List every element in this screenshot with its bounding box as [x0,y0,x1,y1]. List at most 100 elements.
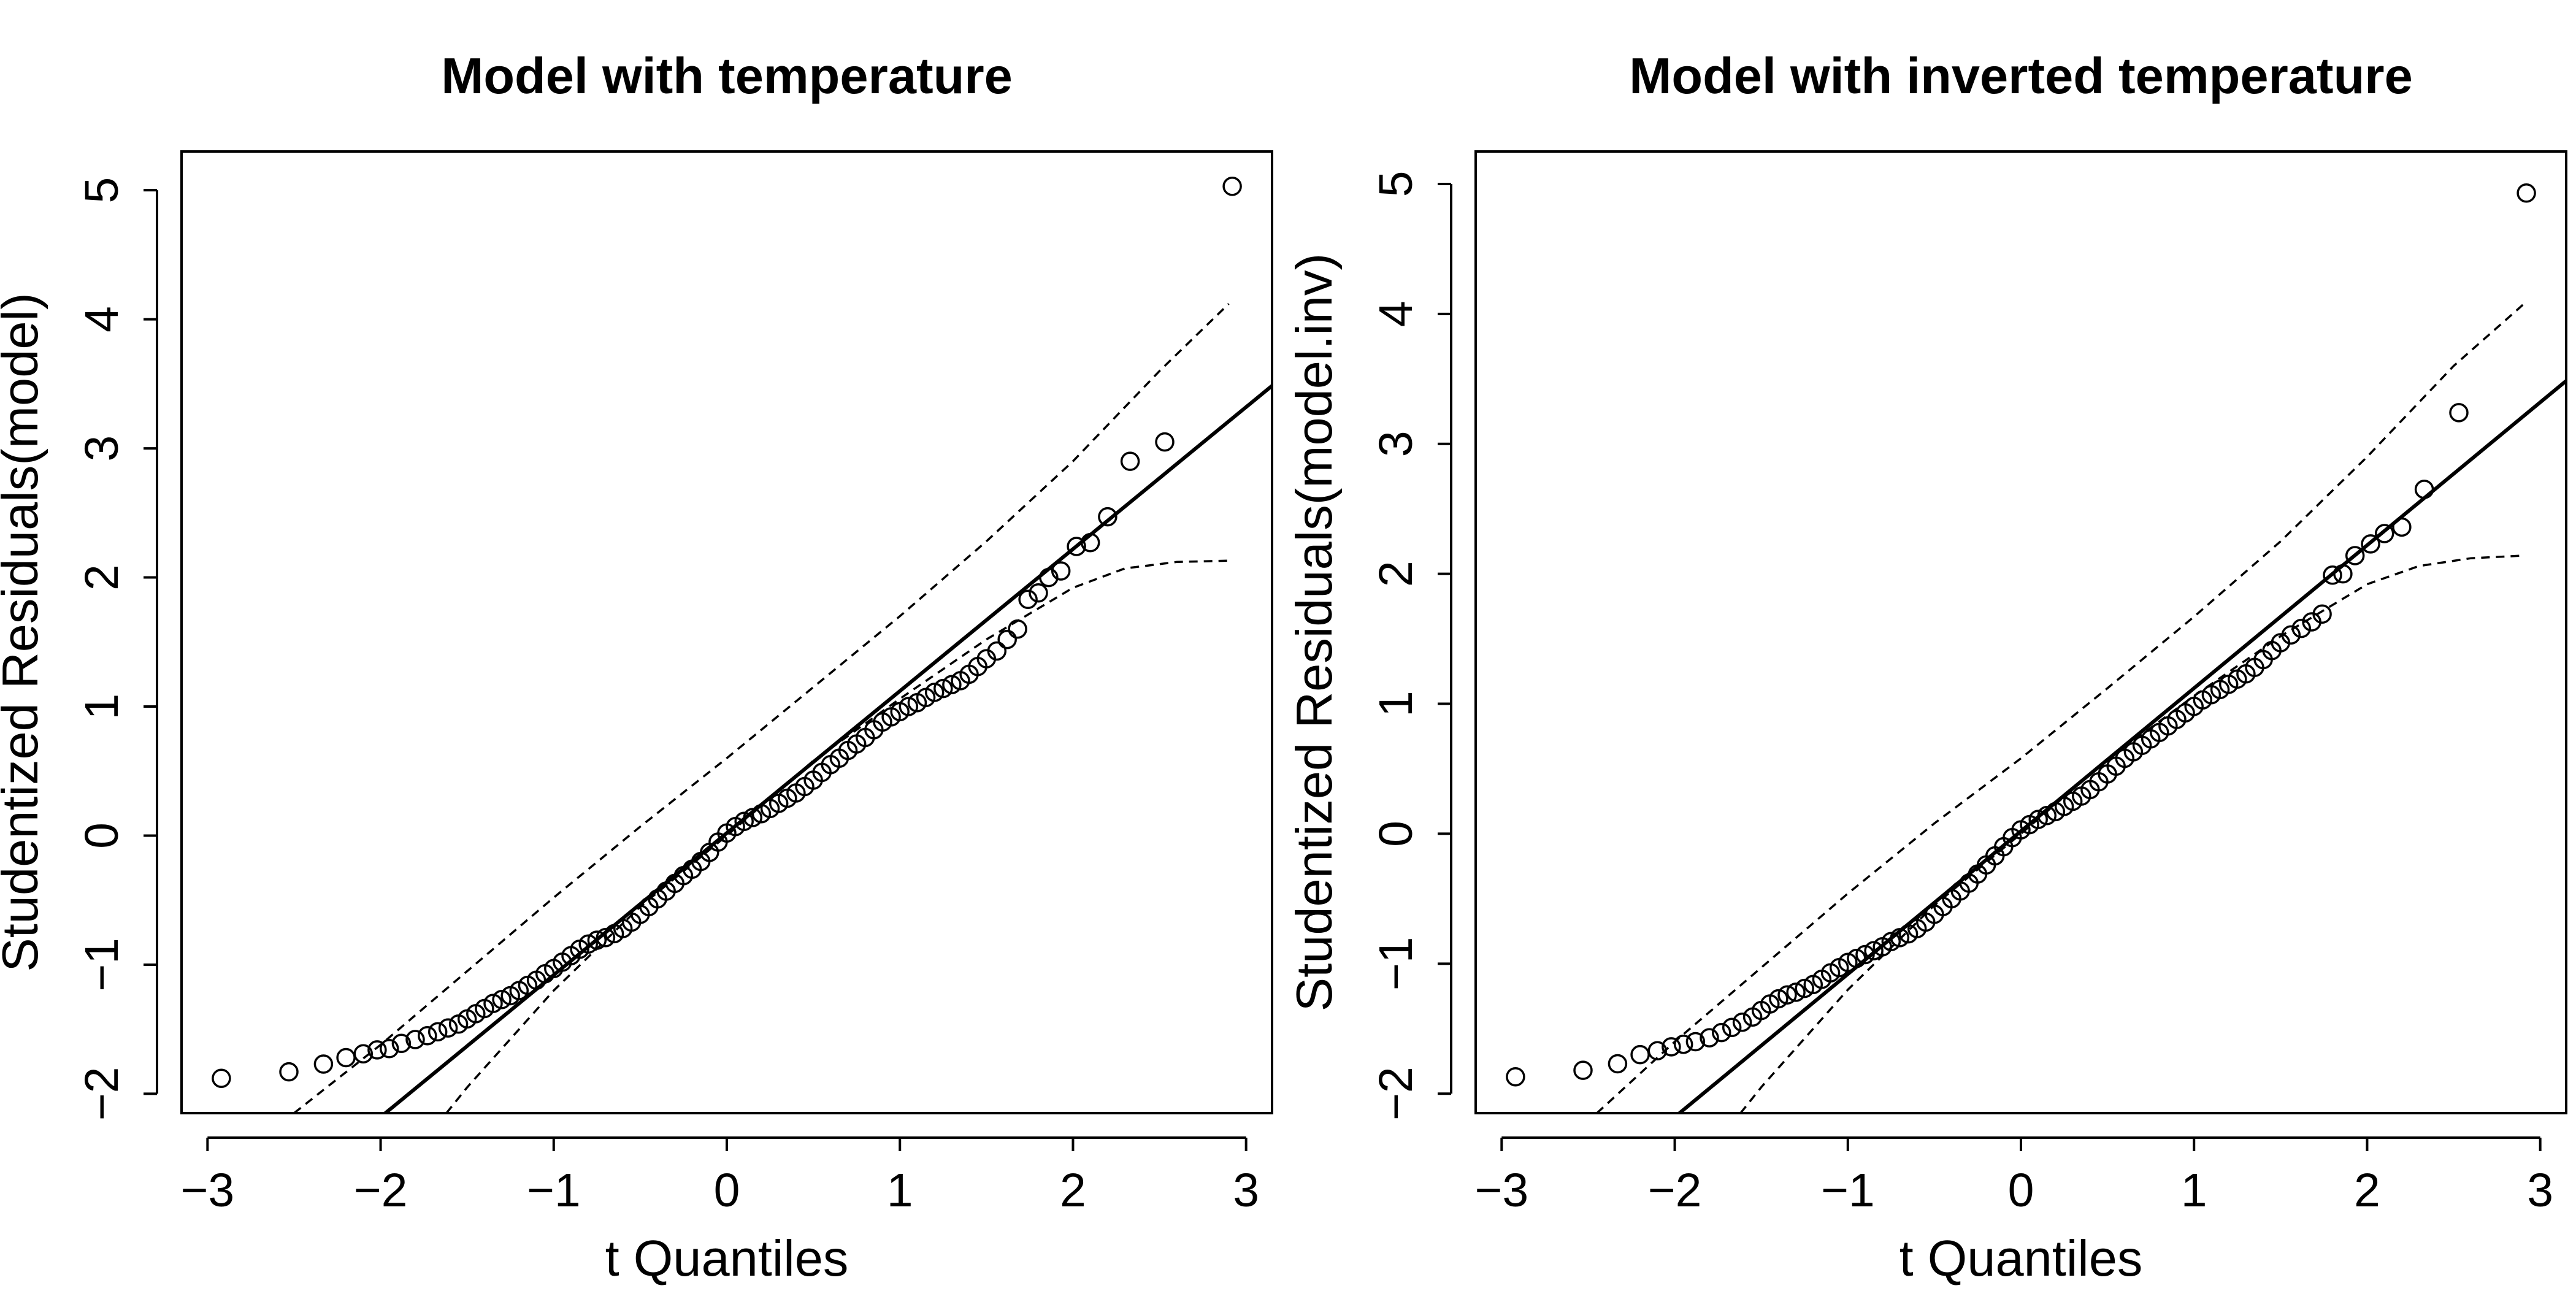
data-point [743,808,763,827]
data-point [578,934,598,954]
x-axis-label: t Quantiles [1899,1230,2143,1287]
chart-title: Model with inverted temperature [1629,47,2413,104]
data-point [1712,1022,1731,1043]
data-point [734,811,754,832]
data-point [1647,1041,1668,1061]
data-point [1039,567,1059,588]
x-tick-label: 3 [2527,1164,2553,1217]
data-point [2291,618,2311,638]
data-point [2414,480,2434,499]
plot-area [1506,183,2566,1113]
data-point [313,1054,334,1074]
data-point [1847,949,1866,968]
data-point [2028,810,2048,829]
data-point [1685,1032,1706,1052]
x-tick-label: −3 [1474,1164,1528,1217]
chart-title: Model with temperature [441,47,1013,104]
data-point [427,1022,448,1042]
y-tick-label: −1 [75,938,128,992]
data-point [1051,561,1071,581]
data-point [483,994,503,1013]
y-tick-label: 3 [1370,431,1422,457]
x-tick-label: 0 [714,1164,740,1217]
data-point [1120,451,1140,471]
chart-panel-2: Model with inverted temperature t Quantil… [1286,47,2567,1287]
x-tick-label: 1 [2181,1164,2207,1217]
plot-frame [180,150,1273,1114]
data-point [1098,507,1117,527]
data-point [1838,952,1858,972]
data-point [924,683,945,702]
data-point [997,629,1017,649]
y-tick-label: −1 [1370,937,1422,990]
data-point [1769,989,1788,1009]
data-point [1029,583,1048,603]
chart-panel-1: Model with temperature t Quantiles Student… [0,47,1273,1287]
data-point [1864,941,1884,960]
data-point [1722,1017,1742,1037]
data-point [1881,932,1901,952]
y-tick-label: 3 [75,435,128,462]
data-point [418,1025,437,1046]
data-point [1155,432,1175,452]
data-point [353,1044,374,1063]
y-axis-label: Studentized Residuals(model) [0,293,48,971]
y-tick-label: −2 [1370,1067,1422,1121]
data-point [2517,183,2536,203]
y-tick-label: 0 [1370,821,1422,847]
x-tick-label: −1 [1821,1164,1875,1217]
data-point [2392,517,2412,537]
data-point [438,1018,458,1038]
x-tick-label: −1 [527,1164,581,1217]
y-tick-label: 4 [75,306,128,332]
data-point [367,1040,387,1060]
data-point [1662,1037,1681,1057]
data-point [942,675,962,694]
data-point [379,1039,399,1059]
envelope-lower [1739,554,2523,1113]
data-point [587,930,607,950]
y-tick-label: 0 [75,822,128,849]
x-axis-label: t Quantiles [605,1230,849,1287]
data-point [933,678,953,699]
data-point [2333,564,2353,584]
x-tick-label: 3 [1233,1164,1259,1217]
y-tick-label: 1 [75,694,128,720]
data-point [2345,546,2365,565]
data-point [1573,1060,1593,1080]
data-point [1890,928,1910,948]
x-tick-label: 2 [2354,1164,2380,1217]
data-point [596,928,616,948]
x-tick-label: −2 [354,1164,408,1217]
data-point [405,1030,425,1049]
data-point [1855,944,1875,965]
y-tick-label: 5 [75,177,128,204]
data-point [1700,1028,1719,1048]
data-point [1795,978,1814,998]
envelope-lower [445,559,1229,1113]
data-point [2281,625,2301,645]
y-tick-label: 5 [1370,171,1422,197]
data-point [2323,565,2342,585]
data-point [1080,532,1100,553]
data-point [987,641,1007,661]
data-point [899,697,919,716]
data-point [1222,177,1242,196]
x-tick-label: −3 [180,1164,234,1217]
envelope-upper [1596,304,2524,1113]
data-point [279,1062,299,1082]
y-axis-label: Studentized Residuals(model.inv) [1286,253,1343,1011]
data-point [2449,403,2469,423]
y-tick-label: 2 [1370,561,1422,587]
x-tick-label: −2 [1648,1164,1702,1217]
data-point [2361,534,2380,554]
plot-area [212,177,1272,1113]
data-point [1608,1054,1628,1074]
data-point [391,1033,412,1054]
data-point [1018,589,1038,610]
data-point [1732,1012,1752,1032]
envelope-upper [293,303,1230,1113]
data-point [1777,985,1797,1005]
